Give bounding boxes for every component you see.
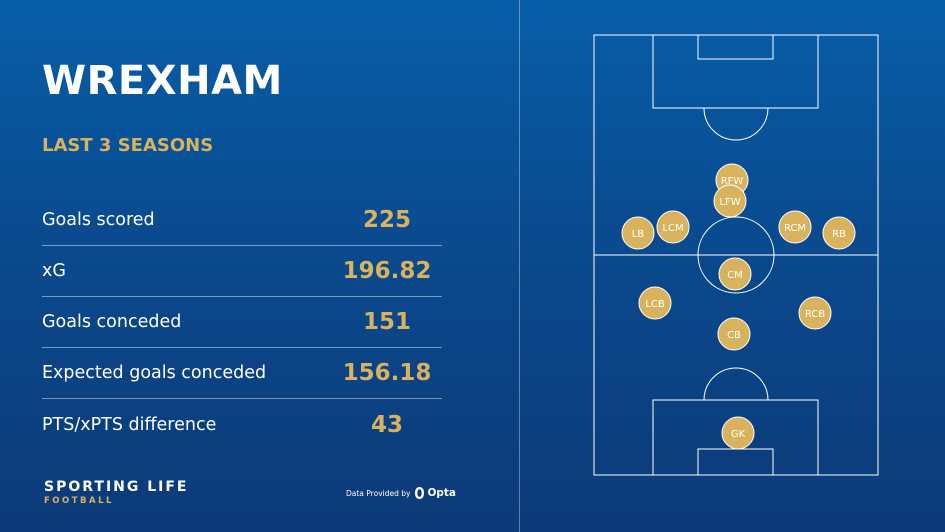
provider-text: Data Provided by: [346, 488, 411, 498]
player-lcm: LCM: [656, 210, 690, 244]
player-cm: CM: [718, 257, 752, 291]
top-penalty-box: [652, 34, 819, 109]
stat-row-goals-scored: Goals scored 225: [42, 195, 442, 246]
pitch-lines: [593, 34, 879, 476]
data-provider: Data Provided by Opta: [346, 486, 456, 500]
position-label: LFW: [719, 197, 740, 208]
player-cb: CB: [717, 317, 751, 351]
bottom-penalty-arc: [703, 367, 769, 401]
position-label: RCB: [805, 309, 825, 320]
position-label: RCM: [784, 223, 806, 234]
centre-circle: [697, 216, 775, 294]
player-lfw: LFW: [713, 184, 747, 218]
opta-mark-icon: [415, 487, 425, 499]
position-label: LCM: [662, 223, 683, 234]
opta-text: Opta: [427, 487, 456, 499]
position-label: LCB: [645, 299, 665, 310]
position-label: LB: [632, 229, 645, 240]
stat-label: Goals scored: [42, 210, 155, 230]
stat-label: PTS/xPTS difference: [42, 414, 217, 435]
stat-row-goals-conceded: Goals conceded 151: [42, 297, 442, 348]
player-lb: LB: [621, 216, 655, 250]
opta-logo: Opta: [414, 486, 456, 500]
position-label: CM: [727, 270, 743, 281]
player-lcb: LCB: [638, 286, 672, 320]
stats-panel: WREXHAM LAST 3 SEASONS Goals scored 225 …: [42, 58, 456, 506]
position-label: GK: [731, 429, 746, 440]
team-title: WREXHAM: [42, 58, 283, 104]
stats-table: Goals scored 225 xG 196.82 Goals concede…: [42, 195, 442, 450]
panel-divider: [519, 0, 520, 532]
brand-name: SPORTING LIFE: [44, 479, 189, 495]
sporting-life-logo: SPORTING LIFE FOOTBALL: [44, 479, 189, 506]
player-gk: GK: [721, 416, 755, 450]
stat-label: xG: [42, 261, 66, 281]
position-label: RFW: [721, 176, 744, 187]
period-subtitle: LAST 3 SEASONS: [42, 135, 214, 156]
stat-value: 196.82: [342, 258, 432, 284]
formation-pitch: RFW LFW LCM RCM LB RB CM LCB RCB CB GK: [593, 34, 879, 476]
brand-sub: FOOTBALL: [44, 496, 114, 506]
top-six-yard-box: [697, 34, 774, 60]
stat-value: 151: [362, 309, 411, 335]
position-label: CB: [727, 330, 741, 341]
stat-label: Goals conceded: [42, 312, 182, 332]
stat-value: 225: [362, 207, 411, 233]
player-rcm: RCM: [778, 210, 812, 244]
bottom-six-yard-box: [697, 448, 774, 476]
stat-value: 156.18: [342, 360, 432, 386]
stat-row-expected-goals-conceded: Expected goals conceded 156.18: [42, 348, 442, 399]
stat-row-pts-xpts: PTS/xPTS difference 43: [42, 399, 442, 450]
stat-row-xg: xG 196.82: [42, 246, 442, 297]
top-penalty-arc: [703, 107, 769, 141]
position-label: RB: [832, 229, 846, 240]
stat-value: 43: [370, 411, 403, 438]
player-rcb: RCB: [798, 296, 832, 330]
stat-label: Expected goals conceded: [42, 363, 267, 383]
player-rb: RB: [822, 216, 856, 250]
